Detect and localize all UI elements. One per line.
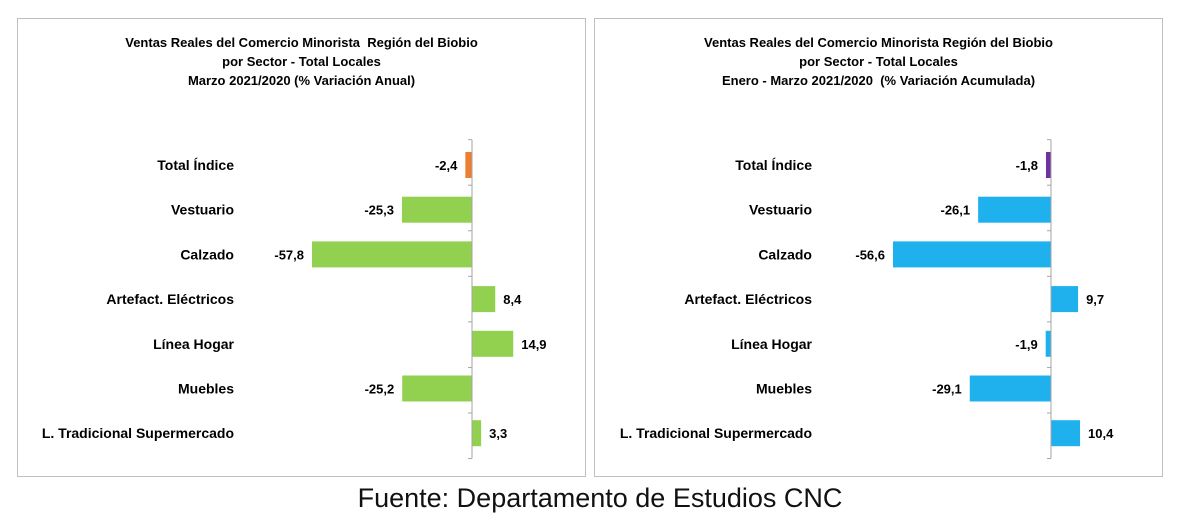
bar-5	[1045, 330, 1051, 357]
category-label: Vestuario	[749, 202, 812, 218]
category-label: Total Índice	[157, 157, 234, 173]
value-label: -1,9	[1015, 337, 1037, 352]
bar-6	[402, 375, 472, 402]
value-label: -26,1	[941, 203, 971, 218]
category-label: Calzado	[758, 246, 812, 262]
bar-chart-left: Total Índice -2,4 Vestuario -25,3 Calzado -57…	[42, 139, 547, 460]
category-label: Total Índice	[735, 157, 812, 173]
bar-5	[472, 330, 514, 357]
bar-1	[1045, 152, 1051, 178]
value-label: -57,8	[274, 247, 304, 262]
category-label: Artefact. Eléctricos	[106, 291, 234, 307]
category-label: Muebles	[756, 381, 812, 397]
value-label: -25,3	[364, 203, 394, 218]
chart-title-line-1: Ventas Reales del Comercio Minorista Reg…	[125, 35, 478, 50]
category-label: Muebles	[178, 381, 234, 397]
chart-title-line-3: Enero - Marzo 2021/2020 (% Variación Acu…	[721, 73, 1036, 88]
category-label: Vestuario	[171, 202, 234, 218]
value-label: 3,3	[489, 426, 507, 441]
chart-title: Ventas Reales del Comercio Minorista Reg…	[18, 33, 585, 90]
bar-6	[969, 375, 1051, 402]
bar-1	[465, 152, 472, 178]
category-label: Línea Hogar	[731, 336, 812, 352]
value-label: 8,4	[503, 292, 522, 307]
category-label: L. Tradicional Supermercado	[42, 425, 234, 441]
category-label: Calzado	[180, 246, 234, 262]
category-label: Línea Hogar	[153, 336, 234, 352]
chart-title: Ventas Reales del Comercio Minorista Reg…	[595, 33, 1162, 90]
category-label: Artefact. Eléctricos	[684, 291, 812, 307]
value-label: -29,1	[932, 382, 962, 397]
bar-3	[312, 241, 472, 268]
chart-panel-right: Ventas Reales del Comercio Minorista Reg…	[594, 18, 1163, 477]
category-label: L. Tradicional Supermercado	[620, 425, 812, 441]
bar-3	[893, 241, 1051, 268]
bar-chart-right: Total Índice -1,8 Vestuario -26,1 Calzado -56…	[620, 139, 1114, 460]
bar-7	[1051, 420, 1081, 447]
bar-2	[978, 196, 1051, 223]
bar-7	[472, 420, 482, 447]
value-label: -1,8	[1016, 158, 1038, 173]
chart-title-line-3: Marzo 2021/2020 (% Variación Anual)	[187, 73, 416, 88]
value-label: 9,7	[1086, 292, 1104, 307]
value-label: 14,9	[521, 337, 546, 352]
chart-title-line-2: por Sector - Total Locales	[799, 54, 958, 69]
value-label: -2,4	[435, 158, 458, 173]
bar-4	[472, 286, 496, 313]
bar-2	[401, 196, 472, 223]
value-label: -56,6	[855, 247, 885, 262]
chart-title-line-2: por Sector - Total Locales	[222, 54, 381, 69]
bar-4	[1051, 286, 1079, 313]
value-label: -25,2	[365, 382, 395, 397]
chart-panel-left: Ventas Reales del Comercio Minorista Reg…	[17, 18, 586, 477]
value-label: 10,4	[1088, 426, 1114, 441]
chart-title-line-1: Ventas Reales del Comercio Minorista Reg…	[704, 35, 1053, 50]
source-caption: Fuente: Departamento de Estudios CNC	[357, 483, 843, 513]
